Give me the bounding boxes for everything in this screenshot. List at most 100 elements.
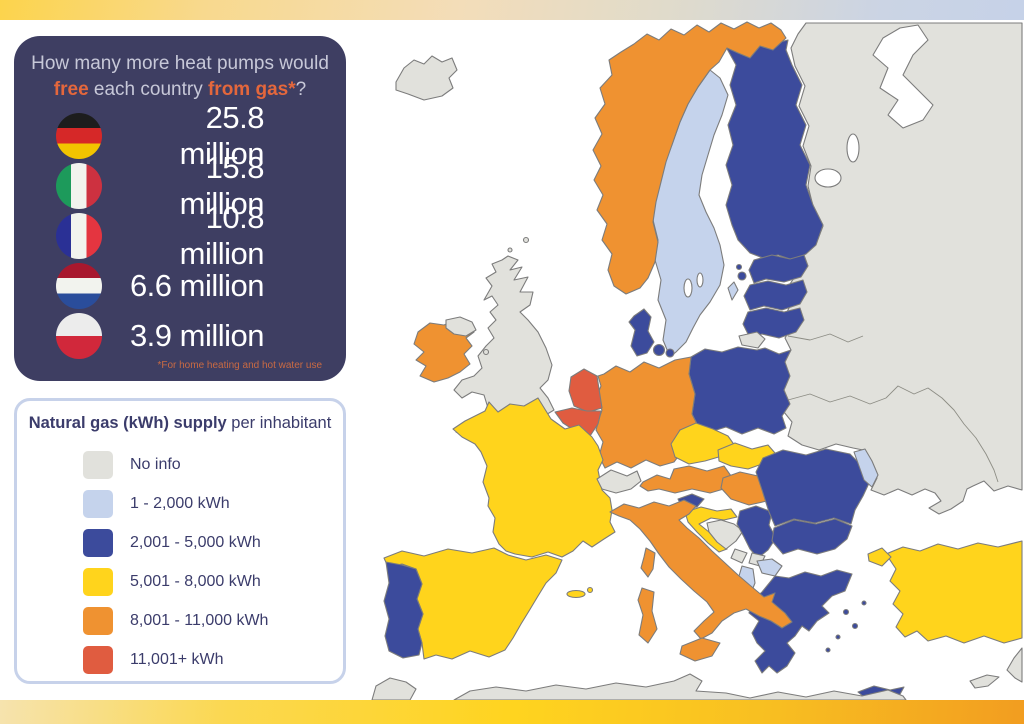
country-turkey (885, 540, 1023, 644)
heatpump-value-italy: 15.8 million (179, 150, 265, 221)
heatpump-question: How many more heat pumps would free each… (14, 51, 346, 103)
island-orkney (507, 247, 513, 253)
heatpump-footnote: *For home heating and hot water use (157, 360, 322, 371)
island-isle-of-man (482, 348, 490, 356)
country-belgium (554, 407, 602, 437)
region-levant-coast (1006, 647, 1023, 683)
aegean-island (825, 647, 831, 653)
country-portugal (383, 561, 424, 659)
region-north-africa-coast (453, 673, 907, 700)
question-mid: each country (88, 79, 208, 100)
country-montenegro (730, 548, 748, 564)
legend-swatch-band1 (83, 489, 113, 518)
region-turkish-thrace (867, 547, 892, 567)
island-shetland (522, 236, 530, 244)
legend-label: 11,001+ kWh (130, 650, 224, 668)
country-greece (748, 569, 853, 674)
legend-title: Natural gas (kWh) supply per inhabitant (17, 414, 343, 433)
border-belarus-russia (787, 333, 864, 343)
lake-vattern (696, 272, 704, 288)
island-gotland (727, 281, 739, 301)
bottom-gradient-bar (0, 700, 1024, 724)
flag-france-icon (56, 213, 102, 259)
heatpump-panel: How many more heat pumps would free each… (14, 36, 346, 381)
country-netherlands (568, 368, 603, 413)
europe-map (371, 21, 1023, 700)
legend-label: 2,001 - 5,000 kWh (130, 533, 261, 551)
country-lithuania (742, 307, 805, 339)
legend-swatch-band4 (83, 606, 113, 635)
region-northern-ireland (445, 316, 477, 337)
white-sea (872, 24, 934, 129)
country-switzerland (596, 469, 642, 494)
country-latvia (743, 279, 808, 311)
heatpump-row-france: 10.8 million (14, 200, 346, 271)
island-saaremaa (737, 271, 747, 281)
country-bosnia (706, 519, 744, 550)
aegean-island (851, 622, 859, 630)
lake-ladoga (814, 168, 842, 188)
heatpump-row-netherlands: 6.6 million (14, 261, 346, 311)
country-finland (725, 36, 824, 261)
aegean-island (861, 600, 867, 606)
legend-item-band2: 2,001 - 5,000 kWh (17, 523, 343, 562)
region-kaliningrad (738, 331, 766, 349)
top-gradient-bar (0, 0, 1024, 20)
legend-item-band3: 5,001 - 8,000 kWh (17, 562, 343, 601)
heatpump-value-netherlands: 6.6 million (129, 268, 265, 303)
question-free: free (53, 79, 89, 100)
legend-swatch-no-info (83, 450, 113, 479)
island-corsica (640, 547, 656, 578)
flag-germany-icon (56, 113, 102, 159)
country-france (452, 397, 616, 558)
border-belarus-ukraine (787, 393, 887, 405)
legend-item-no-info: No info (17, 445, 343, 484)
legend-item-band1: 1 - 2,000 kWh (17, 484, 343, 523)
flag-italy-icon (56, 163, 102, 209)
island-menorca (586, 586, 594, 594)
legend-swatch-band5 (83, 645, 113, 674)
country-italy (609, 499, 793, 640)
heatpump-rows: 25.8 million 15.8 million 10.8 million 6… (14, 100, 346, 361)
legend-swatch-band3 (83, 567, 113, 596)
country-romania (755, 448, 871, 527)
legend-items: No info 1 - 2,000 kWh 2,001 - 5,000 kWh … (17, 445, 343, 679)
lake-vanern (683, 278, 693, 298)
country-norway (592, 21, 787, 295)
islands-balearic (566, 589, 586, 599)
island-zealand (652, 343, 666, 357)
legend-item-band4: 8,001 - 11,000 kWh (17, 601, 343, 640)
country-cyprus (969, 674, 1000, 689)
lake-onega (846, 133, 860, 163)
legend-swatch-band2 (83, 528, 113, 557)
country-moldova (853, 448, 879, 488)
legend-label: 1 - 2,000 kWh (130, 494, 230, 512)
country-austria (639, 465, 732, 494)
country-north-macedonia (756, 558, 783, 577)
flag-poland-icon (56, 313, 102, 359)
aegean-island (842, 608, 850, 616)
country-poland (688, 346, 792, 435)
country-estonia (748, 254, 809, 284)
legend-title-bold: Natural gas (kWh) supply (28, 414, 227, 432)
heatpump-value-france: 10.8 million (179, 200, 265, 271)
heatpump-row-italy: 15.8 million (14, 150, 346, 221)
question-line1: How many more heat pumps would (31, 53, 329, 74)
heatpump-value-poland: 3.9 million (129, 318, 265, 353)
legend-panel: Natural gas (kWh) supply per inhabitant … (14, 398, 346, 684)
heatpump-row-germany: 25.8 million (14, 100, 346, 171)
legend-label: 5,001 - 8,000 kWh (130, 572, 261, 590)
island-sicily (679, 637, 721, 662)
legend-item-band5: 11,001+ kWh (17, 640, 343, 679)
heatpump-row-poland: 3.9 million (14, 311, 346, 361)
country-russia-belarus-ukraine (781, 22, 1023, 515)
island-sardinia (637, 587, 658, 644)
aegean-island (835, 634, 841, 640)
border-ukraine-russia (885, 385, 999, 483)
island-hiiumaa (735, 263, 743, 271)
country-denmark (628, 308, 655, 357)
legend-label: 8,001 - 11,000 kWh (130, 611, 269, 629)
legend-title-rest: per inhabitant (226, 414, 332, 432)
country-iceland (395, 55, 458, 101)
